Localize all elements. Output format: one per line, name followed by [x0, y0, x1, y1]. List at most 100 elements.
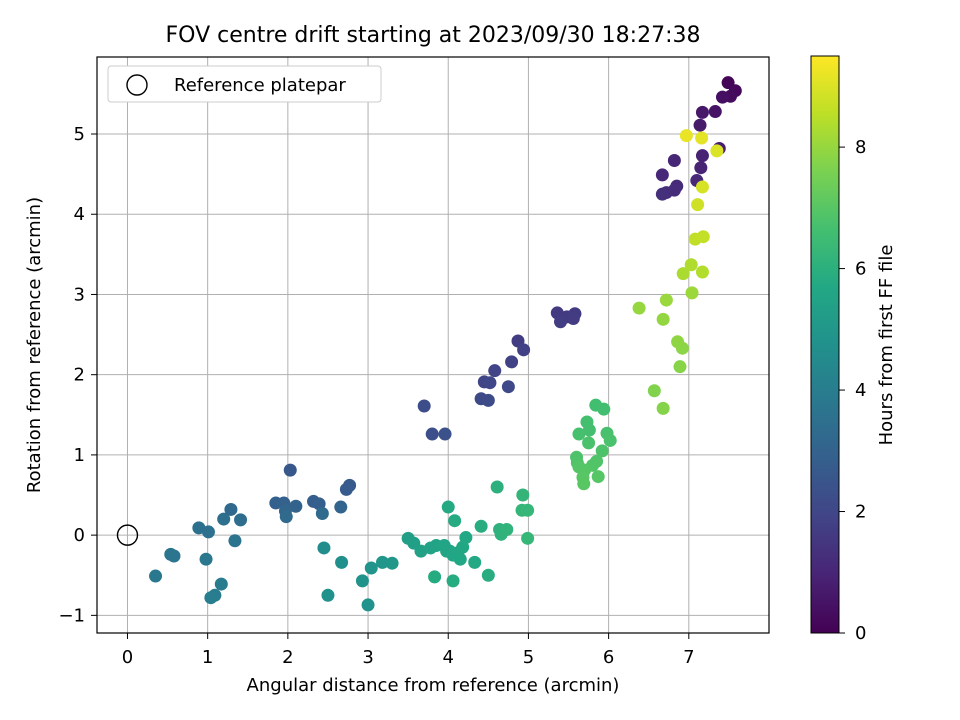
- grid-lines: [97, 57, 769, 633]
- data-point: [490, 480, 504, 494]
- colorbar-tick-label: 2: [855, 502, 866, 523]
- data-point: [317, 541, 331, 555]
- data-point: [516, 488, 530, 502]
- colorbar-ticks: 0 2 4 6 8: [839, 137, 866, 644]
- data-point: [149, 569, 163, 583]
- data-point: [481, 568, 495, 582]
- data-point: [289, 499, 303, 513]
- data-point: [483, 376, 497, 390]
- data-point: [710, 144, 724, 158]
- data-point: [375, 555, 389, 569]
- data-point: [597, 402, 611, 416]
- y-axis-ticks: −1 0 1 2 3 4 5: [58, 124, 97, 626]
- data-point: [438, 427, 452, 441]
- data-point: [521, 503, 535, 517]
- colorbar-tick-label: 8: [855, 137, 866, 158]
- data-point: [474, 519, 488, 533]
- data-point: [695, 105, 709, 119]
- data-point: [167, 549, 181, 563]
- data-point: [691, 198, 705, 212]
- data-point: [695, 149, 709, 163]
- data-point: [500, 523, 514, 537]
- colorbar-tick-label: 6: [855, 259, 866, 280]
- data-point: [364, 561, 378, 575]
- data-point: [695, 131, 709, 145]
- data-point: [441, 500, 455, 514]
- y-tick-label: 4: [74, 204, 85, 225]
- data-point: [521, 531, 535, 545]
- reference-marker: [116, 524, 139, 546]
- data-point: [201, 525, 215, 539]
- colorbar-tick-label: 0: [855, 623, 866, 644]
- x-tick-label: 0: [122, 647, 133, 668]
- data-point: [339, 482, 353, 496]
- data-point: [694, 161, 708, 175]
- data-point: [656, 312, 670, 326]
- data-point: [595, 444, 609, 458]
- data-point: [676, 267, 690, 281]
- data-point: [684, 258, 698, 272]
- x-tick-label: 2: [282, 647, 293, 668]
- data-point: [671, 335, 685, 349]
- data-point: [679, 129, 693, 143]
- legend-marker: [126, 74, 148, 96]
- data-point: [656, 401, 670, 415]
- y-tick-label: −1: [58, 605, 85, 626]
- data-point: [696, 230, 710, 244]
- data-point: [453, 552, 467, 566]
- data-point: [417, 399, 431, 413]
- data-point: [428, 570, 442, 584]
- data-point: [505, 355, 519, 369]
- colorbar-gradient: [810, 55, 840, 634]
- data-point: [224, 502, 238, 516]
- data-point: [283, 463, 297, 477]
- data-point: [335, 555, 349, 569]
- reference-marker-group: [116, 524, 139, 546]
- legend: Reference platepar: [107, 65, 382, 103]
- x-axis-ticks: 0 1 2 3 4 5 6 7: [122, 633, 695, 668]
- data-point: [501, 380, 515, 394]
- data-point: [321, 588, 335, 602]
- y-axis-label: Rotation from reference (arcmin): [24, 197, 45, 493]
- y-tick-label: 3: [74, 284, 85, 305]
- data-point: [603, 433, 617, 447]
- colorbar-tick-label: 4: [855, 380, 866, 401]
- data-point: [591, 470, 605, 484]
- data-point: [446, 574, 460, 588]
- x-tick-label: 4: [443, 647, 454, 668]
- x-tick-label: 3: [362, 647, 373, 668]
- x-tick-label: 1: [202, 647, 213, 668]
- data-point: [459, 531, 473, 545]
- data-point: [554, 315, 568, 329]
- data-point: [685, 286, 699, 300]
- data-point: [279, 510, 293, 524]
- data-point: [708, 105, 722, 119]
- data-point: [572, 427, 586, 441]
- data-point: [517, 343, 531, 357]
- data-point: [659, 293, 673, 307]
- data-point: [655, 168, 669, 182]
- data-point: [355, 574, 369, 588]
- data-point: [334, 500, 348, 514]
- data-point: [425, 427, 439, 441]
- colorbar: 0 2 4 6 8 Hours from first FF file: [810, 55, 897, 644]
- data-point: [667, 153, 681, 167]
- data-point: [234, 513, 248, 527]
- colorbar-label: Hours from first FF file: [876, 245, 897, 446]
- data-point: [488, 364, 502, 378]
- data-point: [695, 180, 709, 194]
- x-tick-label: 6: [603, 647, 614, 668]
- data-point: [655, 187, 669, 201]
- chart-title: FOV centre drift starting at 2023/09/30 …: [166, 23, 701, 48]
- data-point: [199, 552, 213, 566]
- data-point: [481, 393, 495, 407]
- data-point: [693, 118, 707, 132]
- y-tick-label: 0: [74, 525, 85, 546]
- data-point: [468, 555, 482, 569]
- data-point: [217, 512, 231, 526]
- data-point: [448, 514, 462, 528]
- legend-box: [107, 65, 382, 103]
- data-point: [695, 265, 709, 279]
- data-point: [228, 534, 242, 548]
